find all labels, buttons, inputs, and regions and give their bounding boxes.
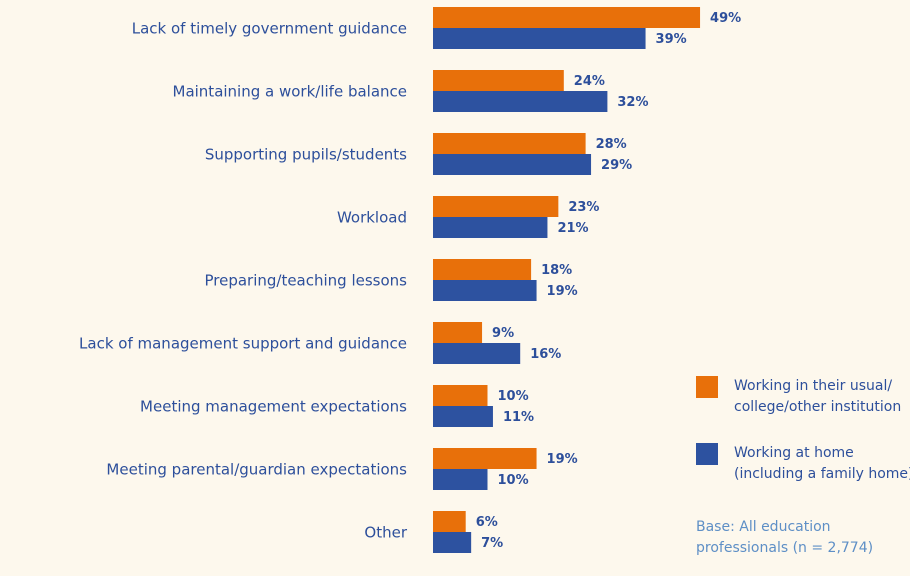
bar-institution-lack-of-management-support-and-guidance [433,322,483,343]
bar-home-maintaining-a-work-life-balance [433,91,608,112]
legend-swatch-home [696,443,718,465]
value-label-institution-other: 6% [476,515,498,530]
value-label-institution-supporting-pupils-students: 28% [596,137,627,152]
value-label-home-maintaining-a-work-life-balance: 32% [617,95,648,110]
value-label-institution-preparing-teaching-lessons: 18% [541,263,572,278]
bar-institution-lack-of-timely-government-guidance [433,7,701,28]
legend-swatch-institution [696,376,718,398]
category-label-meeting-management-expectations: Meeting management expectations [140,398,407,416]
value-label-institution-workload: 23% [568,200,599,215]
category-label-workload: Workload [337,209,407,227]
category-label-meeting-parental-guardian-expectations: Meeting parental/guardian expectations [106,461,407,479]
value-label-home-other: 7% [481,536,503,551]
bar-institution-workload [433,196,559,217]
category-label-lack-of-timely-government-guidance: Lack of timely government guidance [132,20,407,38]
bar-home-preparing-teaching-lessons [433,280,537,301]
category-label-lack-of-management-support-and-guidance: Lack of management support and guidance [79,335,407,353]
bar-home-other [433,532,472,553]
bar-institution-maintaining-a-work-life-balance [433,70,564,91]
category-label-other: Other [364,524,407,542]
legend-label-home-line2: (including a family home) [734,466,910,482]
bar-institution-meeting-parental-guardian-expectations [433,448,537,469]
category-label-supporting-pupils-students: Supporting pupils/students [205,146,407,164]
value-label-home-meeting-management-expectations: 11% [503,410,534,425]
legend-label-institution: Working in their usual/ college/other in… [734,376,910,418]
bar-home-supporting-pupils-students [433,154,592,175]
value-label-institution-lack-of-management-support-and-guidance: 9% [492,326,514,341]
value-label-home-supporting-pupils-students: 29% [601,158,632,173]
value-label-home-meeting-parental-guardian-expectations: 10% [498,473,529,488]
base-note-line1: Base: All education [696,519,831,535]
bar-home-meeting-parental-guardian-expectations [433,469,488,490]
base-note: Base: All education professionals (n = 2… [696,517,906,559]
category-label-preparing-teaching-lessons: Preparing/teaching lessons [204,272,407,290]
legend-label-institution-line1: Working in their usual/ [734,378,893,394]
bar-home-meeting-management-expectations [433,406,493,427]
value-label-institution-lack-of-timely-government-guidance: 49% [710,11,741,26]
value-label-home-preparing-teaching-lessons: 19% [547,284,578,299]
value-label-institution-meeting-parental-guardian-expectations: 19% [547,452,578,467]
category-label-maintaining-a-work-life-balance: Maintaining a work/life balance [173,83,408,101]
bar-institution-meeting-management-expectations [433,385,488,406]
bar-home-lack-of-timely-government-guidance [433,28,646,49]
value-label-institution-maintaining-a-work-life-balance: 24% [574,74,605,89]
bar-institution-supporting-pupils-students [433,133,586,154]
legend-label-institution-line2: college/other institution [734,399,902,415]
bar-institution-other [433,511,466,532]
legend-label-home: Working at home (including a family home… [734,443,910,485]
bar-home-lack-of-management-support-and-guidance [433,343,521,364]
legend-label-home-line1: Working at home [734,445,854,461]
value-label-institution-meeting-management-expectations: 10% [498,389,529,404]
bar-institution-preparing-teaching-lessons [433,259,532,280]
value-label-home-workload: 21% [557,221,588,236]
base-note-line2: professionals (n = 2,774) [696,540,874,556]
value-label-home-lack-of-management-support-and-guidance: 16% [530,347,561,362]
value-label-home-lack-of-timely-government-guidance: 39% [656,32,687,47]
bar-home-workload [433,217,548,238]
